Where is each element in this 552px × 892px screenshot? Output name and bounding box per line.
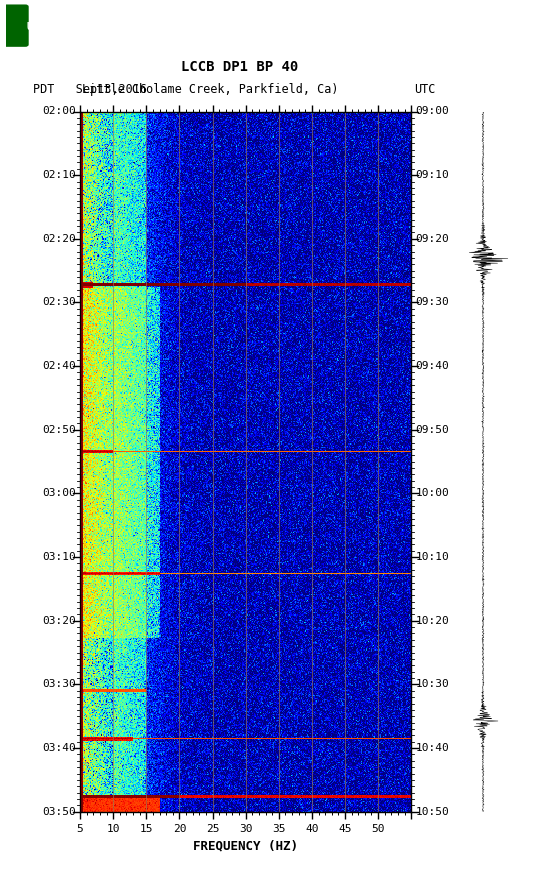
Text: 02:00: 02:00 <box>42 106 76 117</box>
Text: UTC: UTC <box>415 83 436 95</box>
Text: 09:50: 09:50 <box>416 425 449 434</box>
Text: 10:10: 10:10 <box>416 552 449 562</box>
Text: 03:50: 03:50 <box>42 806 76 817</box>
Text: 03:40: 03:40 <box>42 743 76 753</box>
Text: 09:40: 09:40 <box>416 361 449 371</box>
Text: 03:20: 03:20 <box>42 615 76 626</box>
Text: 03:10: 03:10 <box>42 552 76 562</box>
Text: 02:20: 02:20 <box>42 234 76 244</box>
Text: 02:40: 02:40 <box>42 361 76 371</box>
Text: 10:30: 10:30 <box>416 680 449 690</box>
Text: 10:20: 10:20 <box>416 615 449 626</box>
Text: LCCB DP1 BP 40: LCCB DP1 BP 40 <box>182 60 299 74</box>
Text: 03:30: 03:30 <box>42 680 76 690</box>
Text: PDT   Sep13,2016: PDT Sep13,2016 <box>33 83 147 95</box>
Text: 03:00: 03:00 <box>42 489 76 499</box>
Text: 09:30: 09:30 <box>416 297 449 308</box>
Text: 10:50: 10:50 <box>416 806 449 817</box>
Text: 02:10: 02:10 <box>42 170 76 180</box>
Text: 02:50: 02:50 <box>42 425 76 434</box>
Text: 09:10: 09:10 <box>416 170 449 180</box>
Text: USGS: USGS <box>27 21 50 32</box>
Text: 10:00: 10:00 <box>416 489 449 499</box>
FancyBboxPatch shape <box>2 4 29 47</box>
Text: 09:20: 09:20 <box>416 234 449 244</box>
Text: 10:40: 10:40 <box>416 743 449 753</box>
Text: 09:00: 09:00 <box>416 106 449 117</box>
Text: 02:30: 02:30 <box>42 297 76 308</box>
Text: Little Cholame Creek, Parkfield, Ca): Little Cholame Creek, Parkfield, Ca) <box>82 83 338 95</box>
X-axis label: FREQUENCY (HZ): FREQUENCY (HZ) <box>193 839 298 852</box>
